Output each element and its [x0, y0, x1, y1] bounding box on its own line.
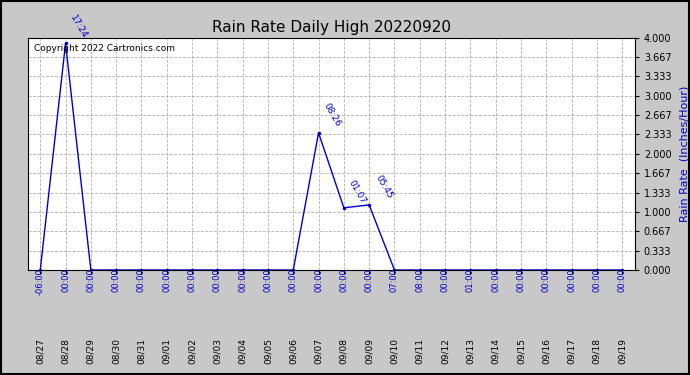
Text: -06:00: -06:00 — [36, 268, 45, 295]
Text: 09/03: 09/03 — [213, 338, 222, 364]
Text: 09/15: 09/15 — [516, 338, 526, 364]
Text: 00:00: 00:00 — [440, 268, 450, 292]
Text: 09/05: 09/05 — [264, 338, 273, 364]
Text: 00:00: 00:00 — [264, 268, 273, 292]
Text: 00:00: 00:00 — [618, 268, 627, 292]
Text: 00:00: 00:00 — [112, 268, 121, 292]
Text: 09/18: 09/18 — [592, 338, 602, 364]
Text: 09/01: 09/01 — [162, 338, 171, 364]
Text: 08/27: 08/27 — [36, 338, 45, 364]
Y-axis label: Rain Rate  (Inches/Hour): Rain Rate (Inches/Hour) — [680, 86, 690, 222]
Text: 00:00: 00:00 — [592, 268, 602, 292]
Text: 00:00: 00:00 — [213, 268, 222, 292]
Text: 00:00: 00:00 — [162, 268, 171, 292]
Text: 00:00: 00:00 — [364, 268, 374, 292]
Text: 08/30: 08/30 — [112, 338, 121, 364]
Text: 00:00: 00:00 — [314, 268, 323, 292]
Text: 09/10: 09/10 — [390, 338, 399, 364]
Text: 08/29: 08/29 — [86, 338, 95, 364]
Text: 07:00: 07:00 — [390, 268, 399, 292]
Text: 09/09: 09/09 — [364, 338, 374, 364]
Text: 01:00: 01:00 — [466, 268, 475, 292]
Text: 09/02: 09/02 — [188, 338, 197, 364]
Text: 00:00: 00:00 — [339, 268, 348, 292]
Text: 05:45: 05:45 — [373, 174, 394, 201]
Text: 00:00: 00:00 — [188, 268, 197, 292]
Text: 00:00: 00:00 — [137, 268, 146, 292]
Text: 09/17: 09/17 — [567, 338, 576, 364]
Text: 08:26: 08:26 — [322, 102, 342, 129]
Text: 08:00: 08:00 — [415, 268, 424, 292]
Text: 17:24: 17:24 — [68, 14, 89, 40]
Text: 09/06: 09/06 — [288, 338, 298, 364]
Text: 00:00: 00:00 — [238, 268, 247, 292]
Text: 09/19: 09/19 — [618, 338, 627, 364]
Title: Rain Rate Daily High 20220920: Rain Rate Daily High 20220920 — [212, 20, 451, 35]
Text: 00:00: 00:00 — [86, 268, 95, 292]
Text: 09/07: 09/07 — [314, 338, 323, 364]
Text: 00:00: 00:00 — [288, 268, 298, 292]
Text: 09/04: 09/04 — [238, 338, 247, 364]
Text: 09/14: 09/14 — [491, 338, 500, 364]
Text: Copyright 2022 Cartronics.com: Copyright 2022 Cartronics.com — [34, 45, 175, 54]
Text: 01:07: 01:07 — [346, 178, 367, 205]
Text: 09/11: 09/11 — [415, 338, 424, 364]
Text: 09/08: 09/08 — [339, 338, 348, 364]
Text: 00:00: 00:00 — [61, 268, 70, 292]
Text: 00:00: 00:00 — [491, 268, 500, 292]
Text: 00:00: 00:00 — [542, 268, 551, 292]
Text: 09/12: 09/12 — [440, 338, 450, 364]
Text: 09/16: 09/16 — [542, 338, 551, 364]
Text: 08/31: 08/31 — [137, 338, 146, 364]
Text: 08/28: 08/28 — [61, 338, 70, 364]
Text: 00:00: 00:00 — [516, 268, 526, 292]
Text: 00:00: 00:00 — [567, 268, 576, 292]
Text: 09/13: 09/13 — [466, 338, 475, 364]
